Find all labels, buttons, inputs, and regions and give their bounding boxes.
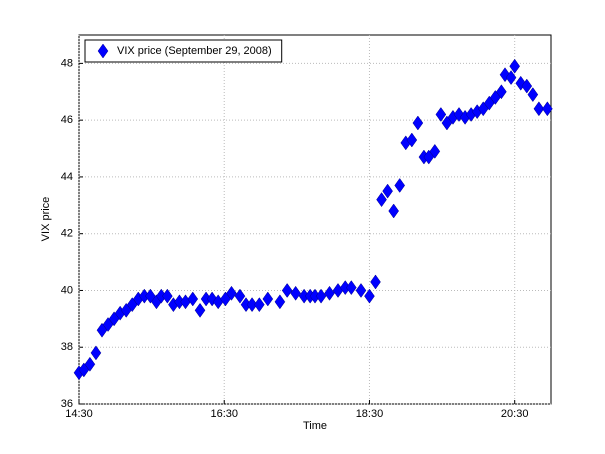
marker [533,101,545,117]
marker [388,203,399,219]
y-tick-label: 42 [61,228,73,240]
marker [315,288,327,304]
legend-label: VIX price (September 29, 2008) [117,45,272,57]
y-tick-label: 38 [61,341,73,353]
marker [429,143,441,159]
y-tick-label: 46 [61,114,73,126]
marker [382,183,393,199]
marker [515,75,527,91]
marker [84,356,96,372]
x-tick-label: 18:30 [356,408,384,420]
marker [324,285,335,301]
marker [364,288,375,304]
marker [290,285,301,301]
marker [406,132,418,148]
marker [234,288,246,304]
x-tick-label: 20:30 [501,408,529,420]
y-tick-label: 40 [61,284,73,296]
plot-area [78,34,552,405]
marker [187,291,199,307]
marker [521,78,533,94]
marker [90,345,102,361]
marker [376,192,387,208]
x-tick-label: 14:30 [65,408,93,420]
marker [505,70,517,86]
y-tick-label: 36 [61,398,73,410]
marker [394,178,406,193]
y-tick-label: 44 [61,171,73,183]
marker [346,280,357,296]
legend-marker [97,43,109,59]
marker [254,297,265,313]
marker [262,291,274,307]
marker [435,107,447,122]
y-tick-label: 48 [61,57,73,69]
marker [370,274,381,290]
marker [453,107,465,122]
marker [542,101,553,117]
marker [281,283,293,298]
marker [509,58,520,74]
marker [496,84,507,100]
legend-box [84,39,283,63]
marker [194,302,206,318]
marker [355,283,367,298]
marker [527,87,539,103]
x-axis-label: Time [303,420,327,432]
marker [162,288,173,304]
marker [246,297,258,313]
marker [412,115,424,131]
x-tick-label: 16:30 [210,408,238,420]
y-axis-label: VIX price [40,197,52,242]
marker [274,294,286,310]
marker [226,285,237,301]
